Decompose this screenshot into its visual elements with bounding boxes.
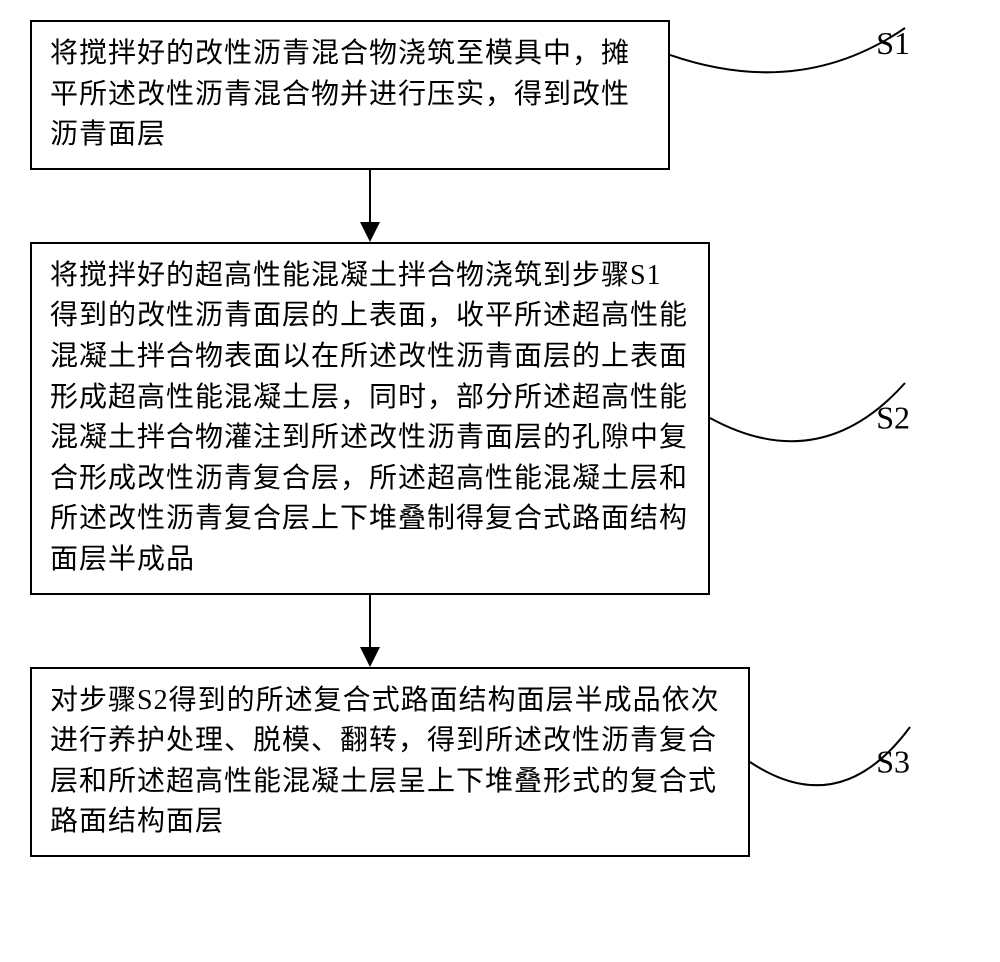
- step-text-s1: 将搅拌好的改性沥青混合物浇筑至模具中，摊平所述改性沥青混合物并进行压实，得到改性…: [50, 38, 630, 150]
- arrow-s2-s3: [30, 595, 710, 667]
- step-text-s2: 将搅拌好的超高性能混凝土拌合物浇筑到步骤S1得到的改性沥青面层的上表面，收平所述…: [50, 260, 688, 575]
- step-box-s3: 对步骤S2得到的所述复合式路面结构面层半成品依次进行养护处理、脱模、翻转，得到所…: [30, 667, 750, 857]
- step-row-s1: 将搅拌好的改性沥青混合物浇筑至模具中，摊平所述改性沥青混合物并进行压实，得到改性…: [30, 20, 970, 170]
- step-label-s3: S3: [876, 743, 910, 780]
- step-box-s2: 将搅拌好的超高性能混凝土拌合物浇筑到步骤S1得到的改性沥青面层的上表面，收平所述…: [30, 242, 710, 595]
- step-label-s2: S2: [876, 400, 910, 437]
- step-row-s2: 将搅拌好的超高性能混凝土拌合物浇筑到步骤S1得到的改性沥青面层的上表面，收平所述…: [30, 242, 970, 595]
- arrow-icon: [350, 595, 390, 667]
- step-text-s3: 对步骤S2得到的所述复合式路面结构面层半成品依次进行养护处理、脱模、翻转，得到所…: [50, 685, 720, 838]
- flowchart-container: 将搅拌好的改性沥青混合物浇筑至模具中，摊平所述改性沥青混合物并进行压实，得到改性…: [30, 20, 970, 857]
- arrow-s1-s2: [30, 170, 710, 242]
- step-label-s1: S1: [876, 25, 910, 62]
- arrow-icon: [350, 170, 390, 242]
- step-row-s3: 对步骤S2得到的所述复合式路面结构面层半成品依次进行养护处理、脱模、翻转，得到所…: [30, 667, 970, 857]
- step-box-s1: 将搅拌好的改性沥青混合物浇筑至模具中，摊平所述改性沥青混合物并进行压实，得到改性…: [30, 20, 670, 170]
